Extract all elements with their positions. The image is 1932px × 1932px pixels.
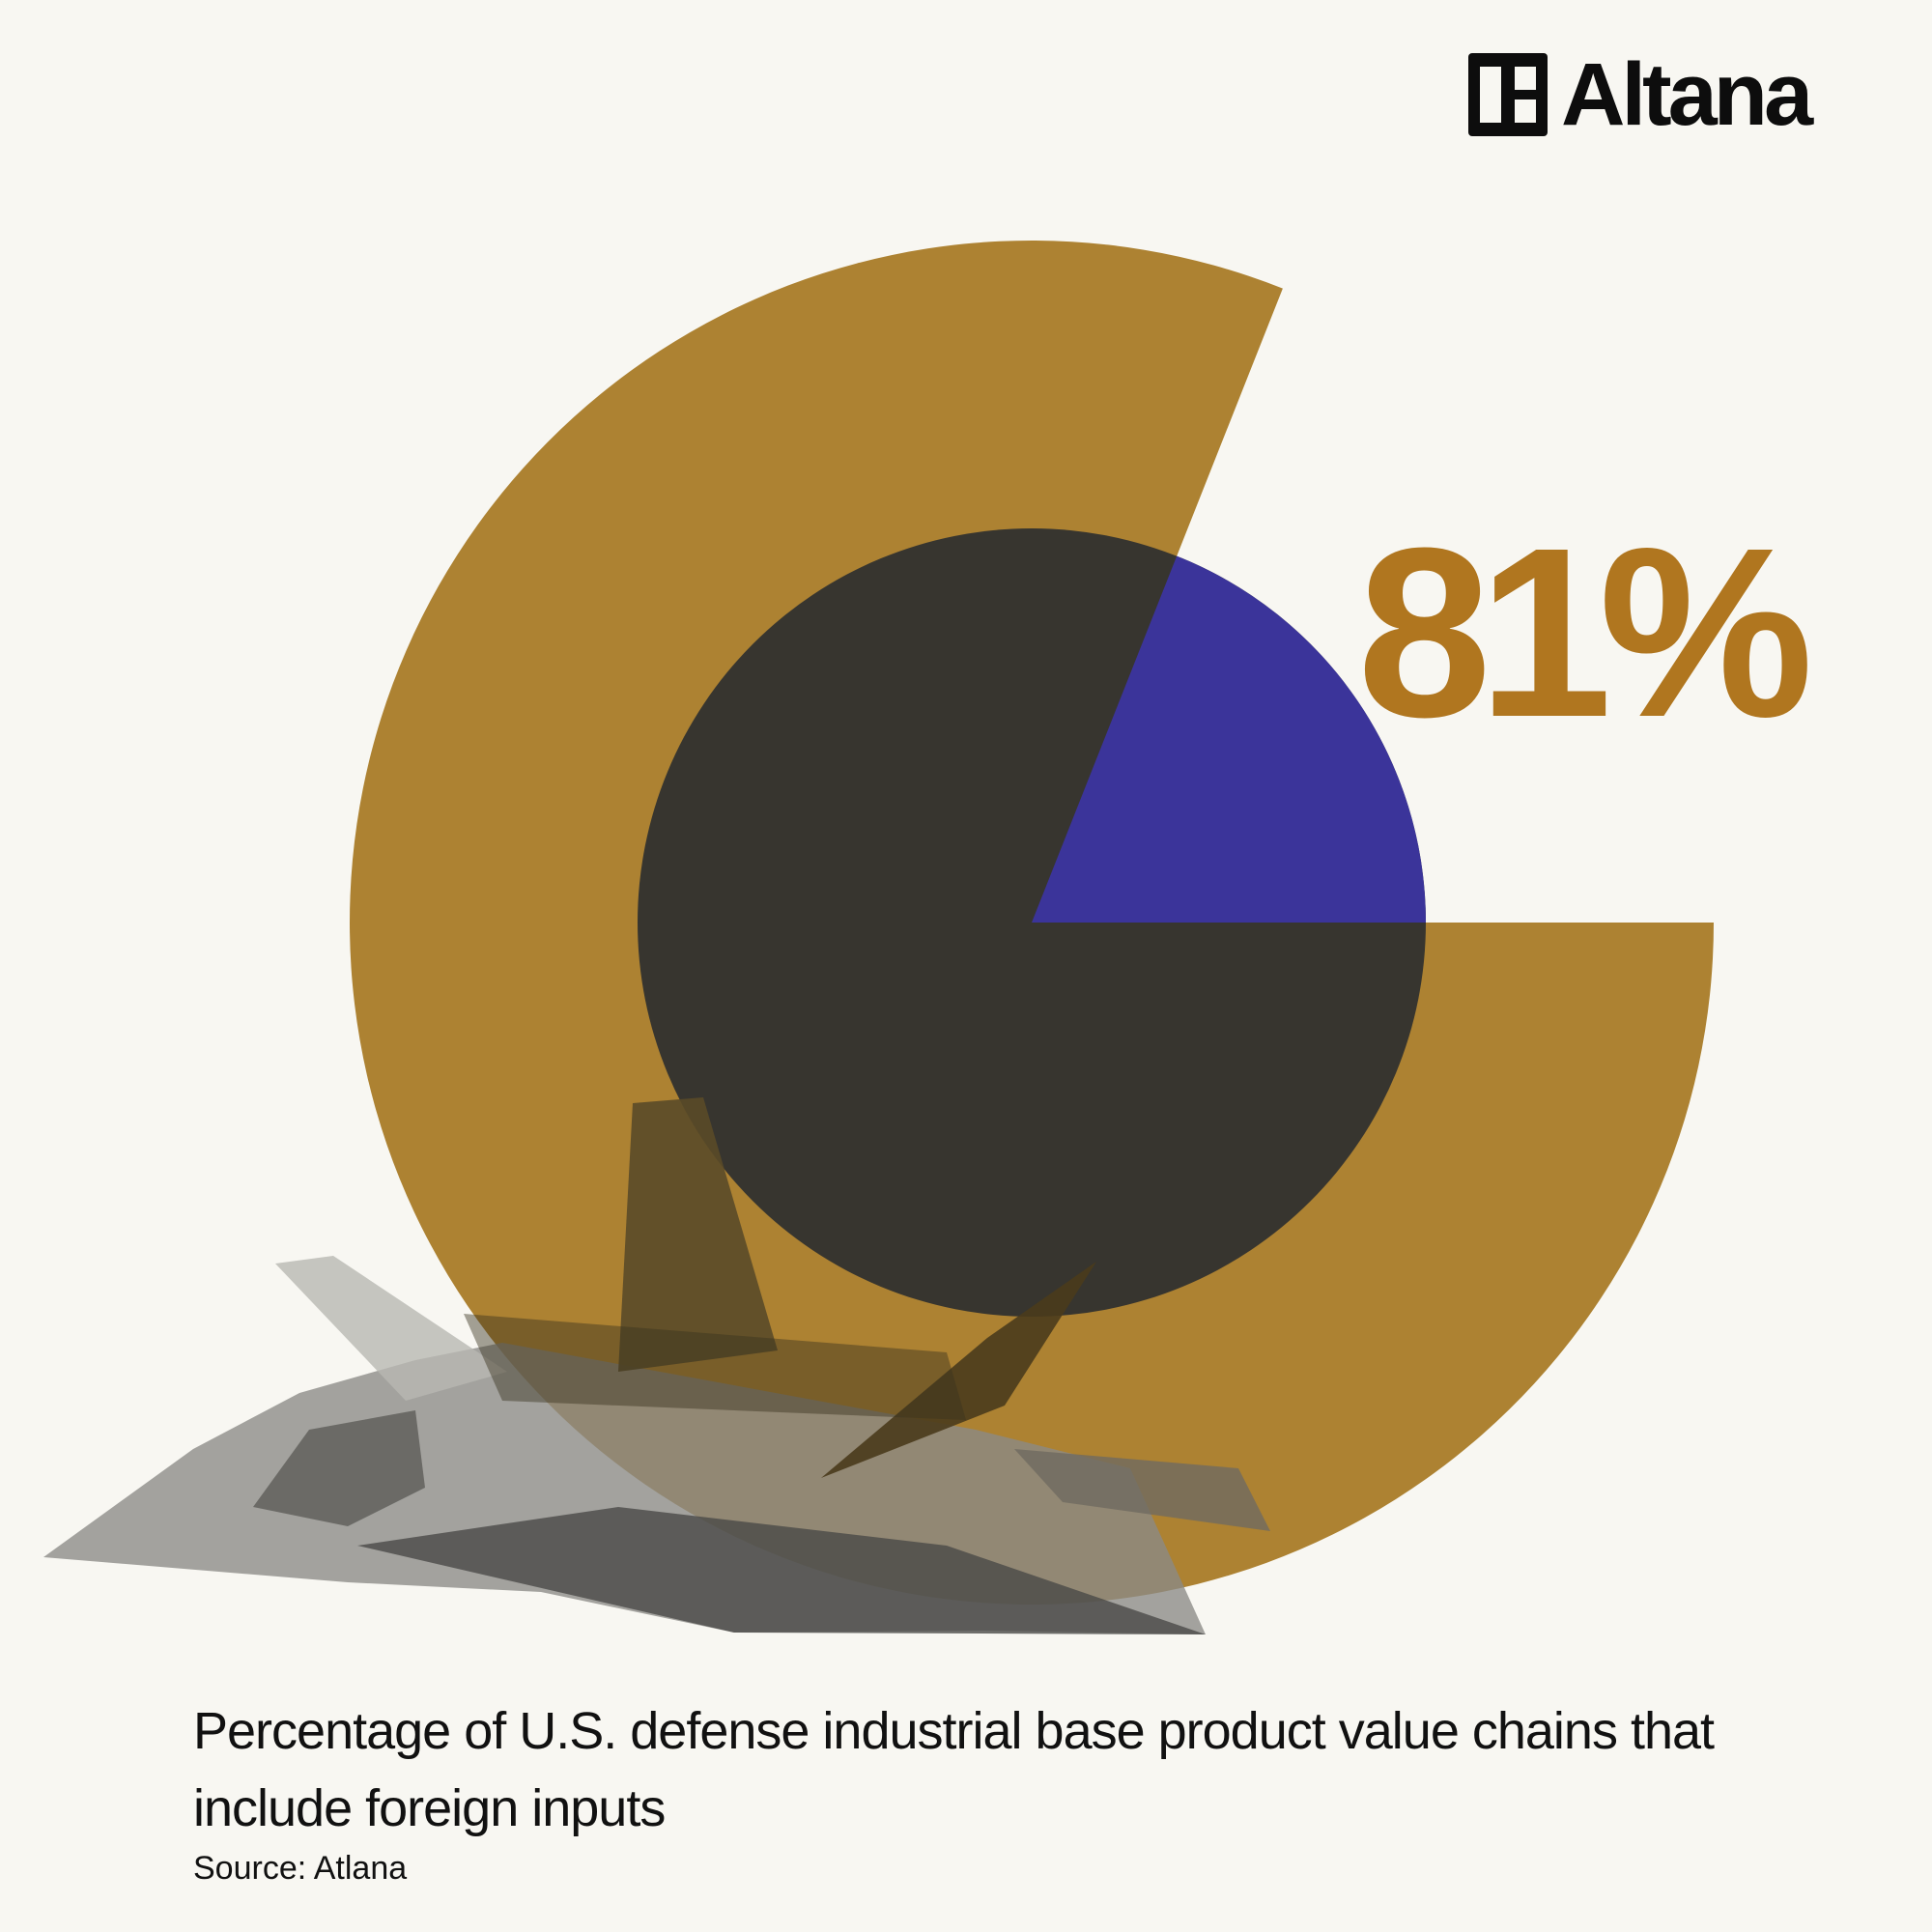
pie-slice-remainder: [1032, 555, 1426, 923]
big-percentage: 81%: [1357, 497, 1813, 767]
chart-source: Source: Atlana: [193, 1850, 408, 1887]
altana-logo-icon: [1468, 53, 1548, 136]
fighter-jet-icon: [43, 1097, 1270, 1634]
brand-logo: Altana: [1468, 45, 1813, 144]
brand-name: Altana: [1561, 45, 1813, 144]
chart-title: Percentage of U.S. defense industrial ba…: [193, 1702, 1715, 1837]
